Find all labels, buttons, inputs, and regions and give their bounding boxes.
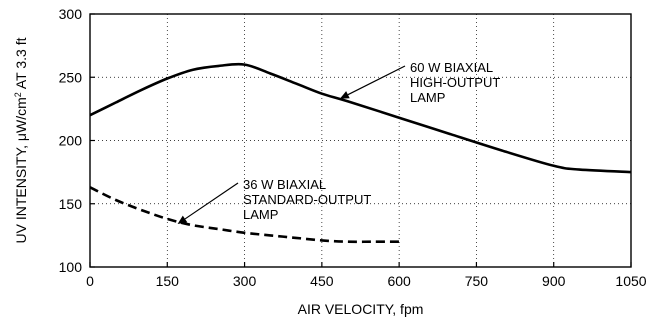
y-tick-label: 200 [59, 133, 83, 149]
x-tick-label: 0 [86, 273, 94, 289]
y-axis-title: UV INTENSITY, μW/cm2 AT 3.3 ft [13, 37, 29, 243]
annotation-arrow-2 [184, 182, 239, 220]
x-axis-title: AIR VELOCITY, fpm [298, 301, 424, 317]
y-tick-label: 250 [59, 69, 83, 85]
x-tick-label: 1050 [615, 273, 646, 289]
y-tick-label: 150 [59, 196, 83, 212]
y-axis-title-mu: μ [13, 133, 29, 141]
annotation-line: LAMP [410, 90, 445, 105]
axis-ticks: 0 150 300 450 600 750 900 1050 100 150 200 250 300 [59, 6, 647, 289]
grid-lines [90, 14, 631, 267]
series-line-1 [89, 62, 632, 174]
x-tick-label: 900 [542, 273, 566, 289]
y-axis-title-superscript: 2 [13, 92, 23, 97]
y-tick-label: 300 [59, 6, 83, 22]
annotation-arrowhead-2 [177, 215, 188, 224]
annotation-line: HIGH-OUTPUT [410, 75, 500, 90]
annotation-arrowhead-1 [339, 91, 350, 99]
annotation-arrow-1 [347, 65, 406, 96]
annotation-line: 36 W BIAXIAL [243, 177, 326, 192]
annotation-label-1: 60 W BIAXIAL HIGH-OUTPUT LAMP [410, 60, 500, 105]
annotation-line: LAMP [243, 207, 278, 222]
series-layer [89, 62, 632, 244]
x-tick-label: 600 [387, 273, 411, 289]
y-axis-title-suffix: AT 3.3 ft [13, 37, 29, 92]
x-tick-label: 300 [233, 273, 257, 289]
annotation-label-2: 36 W BIAXIAL STANDARD-OUTPUT LAMP [243, 177, 371, 222]
annotation-line: STANDARD-OUTPUT [243, 192, 371, 207]
y-tick-label: 100 [59, 259, 83, 275]
x-tick-label: 450 [310, 273, 334, 289]
x-tick-label: 150 [156, 273, 180, 289]
plot-area-frame [89, 13, 632, 268]
series-line-2 [89, 186, 400, 244]
y-axis-title-prefix: UV INTENSITY, [13, 141, 29, 243]
x-tick-label: 750 [465, 273, 489, 289]
annotation-line: 60 W BIAXIAL [410, 60, 493, 75]
y-axis-title-unit: W/cm [13, 97, 29, 133]
